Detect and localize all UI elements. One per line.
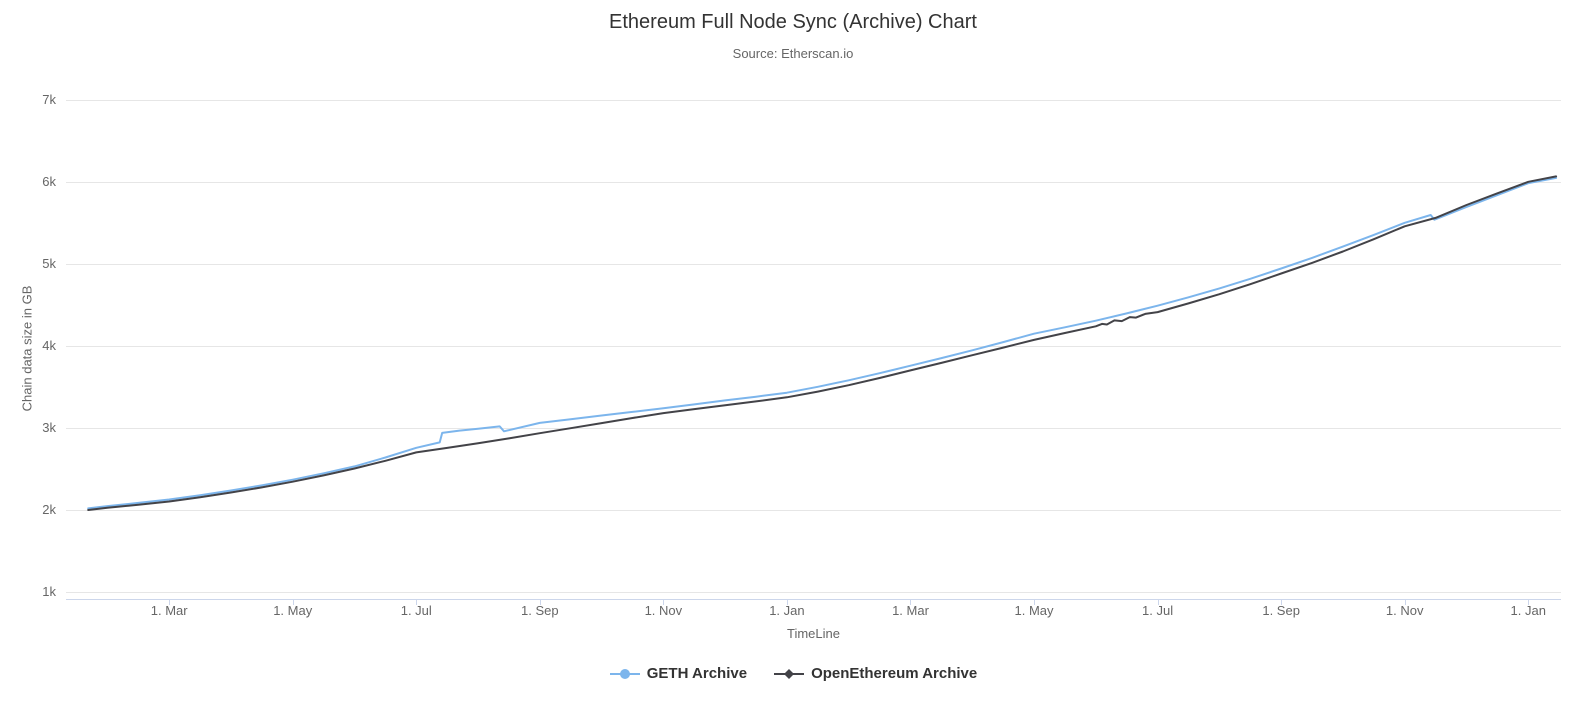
y-tick-label: 4k — [42, 338, 56, 353]
y-tick-label: 2k — [42, 502, 56, 517]
y-tick-label: 6k — [42, 174, 56, 189]
x-tick-label: 1. Sep — [521, 603, 559, 618]
y-gridlines — [66, 100, 1561, 593]
x-tick-label: 1. Jul — [400, 603, 432, 618]
y-tick-label: 5k — [42, 256, 56, 271]
x-tick-label: 1. Mar — [892, 603, 929, 618]
x-tick-label: 1. Nov — [1385, 603, 1424, 618]
chart-title: Ethereum Full Node Sync (Archive) Chart — [609, 11, 977, 33]
y-tick-label: 3k — [42, 420, 56, 435]
x-tick-label: 1. Sep — [1262, 603, 1300, 618]
geth-archive-line[interactable] — [87, 176, 1558, 510]
legend: GETH Archive OpenEthereum Archive — [0, 665, 1586, 682]
x-axis-title: TimeLine — [787, 626, 840, 641]
y-tick-label: 1k — [42, 584, 56, 599]
x-tick-label: 1. Jan — [1510, 603, 1546, 618]
openethereum-archive-line[interactable] — [87, 175, 1558, 511]
circle-marker-icon — [609, 668, 640, 679]
legend-label-openethereum-archive: OpenEthereum Archive — [811, 665, 978, 682]
legend-label-geth-archive: GETH Archive — [646, 665, 748, 682]
legend-item-openethereum-archive[interactable]: OpenEthereum Archive — [773, 665, 977, 682]
diamond-marker-icon — [774, 668, 805, 679]
chart-subtitle: Source: Etherscan.io — [732, 46, 854, 61]
x-tick-label: 1. Mar — [150, 603, 188, 618]
x-tick-label: 1. Jul — [1142, 603, 1174, 618]
x-tick-label: 1. Nov — [644, 603, 683, 618]
x-tick-label: 1. May — [273, 603, 313, 618]
x-tick-label: 1. May — [1014, 603, 1054, 618]
series-lines — [87, 175, 1558, 511]
x-tick-label: 1. Jan — [769, 603, 805, 618]
legend-item-geth-archive[interactable]: GETH Archive — [609, 665, 747, 682]
x-axis-line-and-ticks — [66, 599, 1561, 605]
y-tick-label: 7k — [42, 92, 56, 107]
